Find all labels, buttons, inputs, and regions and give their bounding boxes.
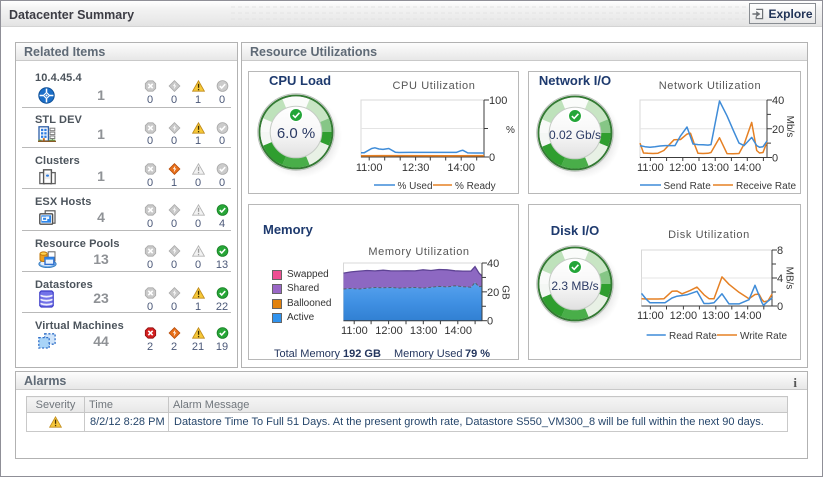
svg-text:13:00: 13:00	[701, 162, 729, 174]
svg-text:Memory Used: Memory Used	[394, 348, 462, 359]
svg-text:20: 20	[772, 124, 784, 136]
svg-text:13:00: 13:00	[410, 325, 438, 337]
svg-text:12:30: 12:30	[402, 162, 430, 174]
svg-text:Disk Utilization: Disk Utilization	[668, 229, 750, 241]
svg-text:Read Rate: Read Rate	[669, 331, 717, 342]
svg-text:14:00: 14:00	[447, 162, 475, 174]
svg-text:11:00: 11:00	[637, 310, 664, 322]
svg-text:20: 20	[487, 287, 499, 299]
svg-text:0: 0	[487, 316, 493, 328]
svg-text:12:00: 12:00	[375, 325, 403, 337]
svg-text:% Used: % Used	[398, 181, 433, 192]
svg-text:14:00: 14:00	[444, 325, 472, 337]
svg-text:Total Memory: Total Memory	[274, 348, 341, 359]
svg-text:% Ready: % Ready	[455, 181, 496, 192]
svg-text:8: 8	[777, 245, 783, 257]
svg-text:13:00: 13:00	[702, 310, 730, 322]
svg-text:Write Rate: Write Rate	[740, 331, 787, 342]
svg-text:11:00: 11:00	[341, 325, 368, 337]
svg-text:Receive Rate: Receive Rate	[736, 181, 796, 192]
svg-text:40: 40	[487, 258, 499, 270]
svg-text:11:00: 11:00	[637, 162, 664, 174]
svg-text:0: 0	[772, 153, 778, 165]
svg-text:GB: GB	[500, 285, 511, 300]
svg-text:40: 40	[772, 95, 784, 107]
svg-text:4: 4	[777, 273, 783, 285]
svg-text:0: 0	[489, 152, 495, 164]
svg-text:14:00: 14:00	[734, 310, 762, 322]
svg-text:12:00: 12:00	[669, 162, 697, 174]
svg-text:0: 0	[777, 301, 783, 313]
svg-text:%: %	[506, 125, 515, 136]
svg-text:Mb/s: Mb/s	[784, 116, 795, 138]
svg-text:79 %: 79 %	[465, 348, 490, 359]
svg-text:100: 100	[489, 95, 507, 107]
svg-text:12:00: 12:00	[670, 310, 698, 322]
svg-text:192 GB: 192 GB	[343, 348, 381, 359]
svg-text:11:00: 11:00	[356, 162, 383, 174]
svg-text:Network Utilization: Network Utilization	[659, 80, 761, 92]
svg-text:Send Rate: Send Rate	[664, 181, 712, 192]
svg-text:Memory Utilization: Memory Utilization	[368, 246, 469, 258]
svg-text:14:00: 14:00	[734, 162, 762, 174]
svg-text:MB/s: MB/s	[784, 267, 795, 290]
svg-text:CPU Utilization: CPU Utilization	[393, 80, 476, 92]
